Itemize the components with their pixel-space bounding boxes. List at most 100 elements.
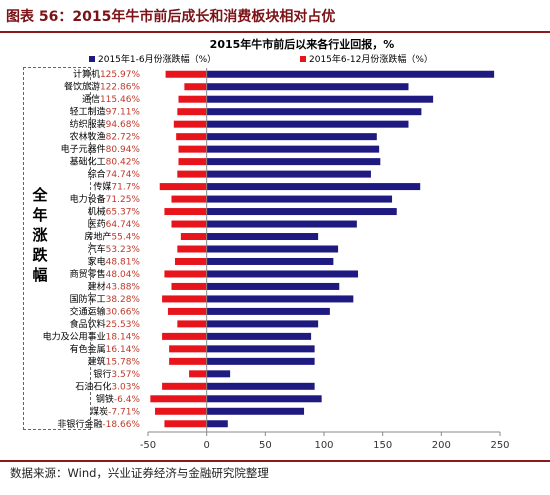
- bar-h1: [206, 233, 319, 241]
- category-label: 房地产55.4%: [84, 231, 140, 243]
- footer-rule: [0, 460, 550, 462]
- data-source: 数据来源：Wind，兴业证券经济与金融研究院整理: [10, 466, 269, 480]
- bar-h1: [206, 270, 359, 278]
- category-label: 纺织服装94.68%: [70, 118, 141, 130]
- legend-swatch: [300, 56, 306, 62]
- bar-h1: [206, 282, 340, 290]
- bar-h2: [174, 257, 207, 265]
- bar-h1: [206, 332, 312, 340]
- x-tick-label: 100: [314, 440, 333, 451]
- category-label: 综合74.74%: [88, 168, 141, 180]
- bar-h2: [155, 407, 207, 415]
- label-frame: [23, 67, 91, 430]
- category-label: 交通运输30.66%: [70, 305, 141, 317]
- category-label: 轻工制造97.11%: [70, 106, 141, 118]
- bar-h2: [162, 382, 207, 390]
- bar-h2: [178, 158, 207, 166]
- category-label: 医药64.74%: [88, 219, 141, 230]
- bar-h2: [169, 345, 207, 353]
- side-label-char: 跌: [32, 246, 48, 264]
- annual-return-label: 全 年 涨 跌 幅: [29, 185, 51, 285]
- x-tick-label: 150: [373, 440, 392, 451]
- bar-h1: [206, 357, 315, 365]
- chart-title: 2015年牛市前后以来各行业回报，%: [210, 37, 395, 51]
- bar-h1: [206, 133, 377, 141]
- bar-h2: [189, 370, 207, 378]
- bar-h1: [206, 420, 228, 428]
- figure-title: 图表 56：2015年牛市前后成长和消费板块相对占优: [6, 9, 336, 25]
- bar-h1: [206, 120, 409, 128]
- x-tick-label: 200: [432, 440, 451, 451]
- bar-h2: [177, 170, 207, 178]
- bar-h2: [150, 395, 207, 403]
- figure-header: 图表 56：2015年牛市前后成长和消费板块相对占优: [0, 0, 550, 33]
- bar-h1: [206, 145, 380, 153]
- category-label: 通信115.46%: [82, 93, 141, 105]
- side-label-char: 涨: [32, 226, 48, 244]
- category-label: 银行3.57%: [93, 368, 140, 380]
- bar-h2: [169, 357, 207, 365]
- bar-h2: [164, 270, 207, 278]
- bar-h2: [177, 108, 207, 116]
- bar-h1: [206, 108, 422, 116]
- legend-label: 2015年1-6月份涨跌幅（%）: [98, 53, 216, 65]
- category-label: 家电48.81%: [88, 255, 141, 267]
- bar-h2: [177, 320, 207, 328]
- x-tick-label: 250: [490, 440, 509, 451]
- bar-h2: [171, 282, 207, 290]
- category-label: 有色金属16.14%: [70, 343, 141, 355]
- category-label: 食品饮料25.53%: [70, 318, 141, 330]
- bar-h2: [162, 332, 207, 340]
- x-tick-label: -50: [140, 440, 156, 451]
- category-label: 建筑15.78%: [88, 355, 141, 367]
- bar-h1: [206, 245, 339, 253]
- bar-h2: [184, 83, 207, 91]
- bar-h1: [206, 220, 357, 228]
- bar-h1: [206, 95, 434, 103]
- category-label: 钢铁-6.4%: [96, 393, 141, 405]
- bar-h2: [171, 195, 207, 203]
- category-label: 机械65.37%: [88, 206, 141, 218]
- side-label-char: 幅: [32, 266, 48, 284]
- category-label: 国防军工38.28%: [70, 293, 141, 305]
- bar-h2: [165, 70, 207, 78]
- bar-h2: [178, 95, 207, 103]
- bar-h2: [178, 145, 207, 153]
- side-label-char: 年: [32, 206, 48, 224]
- bar-h2: [159, 183, 207, 191]
- category-label: 基础化工80.42%: [70, 156, 141, 168]
- bar-h1: [206, 382, 315, 390]
- category-label: 石油石化3.03%: [75, 380, 140, 392]
- bar-h1: [206, 407, 305, 415]
- bar-h2: [162, 295, 207, 303]
- bar-h1: [206, 158, 381, 166]
- bar-h2: [176, 133, 207, 141]
- bar-h2: [164, 208, 207, 216]
- bar-h2: [180, 233, 207, 241]
- category-label: 农林牧渔82.72%: [70, 131, 141, 143]
- bar-h1: [206, 208, 397, 216]
- category-label: 电力及公用事业18.14%: [43, 330, 141, 342]
- bar-h1: [206, 395, 322, 403]
- bar-h1: [206, 257, 334, 265]
- category-label: 电力设备71.25%: [70, 193, 141, 205]
- bar-h2: [177, 245, 207, 253]
- bar-h1: [206, 70, 495, 78]
- side-label-char: 全: [32, 186, 48, 204]
- bar-h1: [206, 195, 393, 203]
- category-label: 传媒71.7%: [93, 181, 140, 193]
- bar-h1: [206, 295, 354, 303]
- bar-h2: [164, 420, 207, 428]
- category-label: 餐饮旅游122.86%: [64, 81, 141, 93]
- category-label: 商贸零售48.04%: [70, 268, 141, 280]
- bar-h1: [206, 170, 371, 178]
- category-label: 计算机125.97%: [73, 68, 141, 80]
- category-label: 汽车53.23%: [88, 243, 141, 255]
- bar-h1: [206, 320, 319, 328]
- legend-label: 2015年6-12月份涨跌幅（%）: [309, 53, 433, 65]
- x-tick-label: 50: [259, 440, 272, 451]
- bar-h1: [206, 345, 315, 353]
- bar-h1: [206, 183, 421, 191]
- category-label: 电子元器件80.94%: [61, 143, 141, 155]
- legend-swatch: [89, 56, 95, 62]
